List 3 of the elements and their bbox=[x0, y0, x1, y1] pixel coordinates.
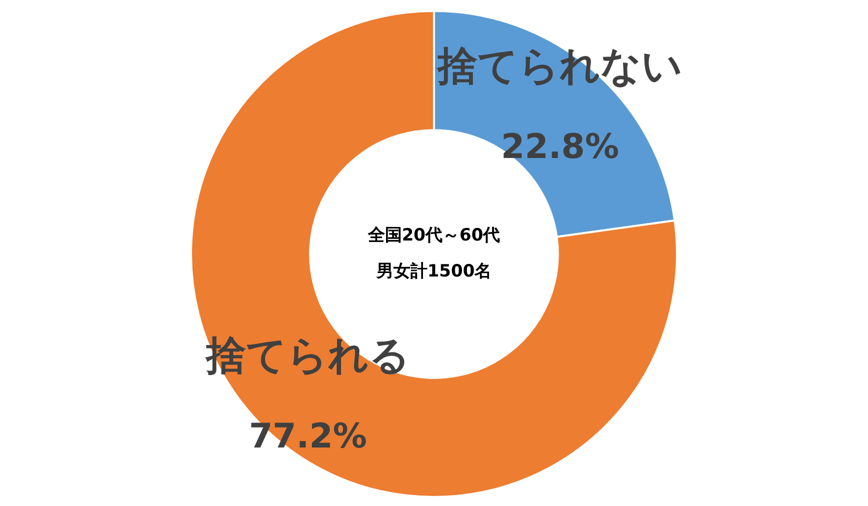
text: 全国20代～60代 bbox=[366, 225, 500, 246]
text: 男女計1500名 bbox=[375, 261, 492, 282]
data-label: 22.8% bbox=[501, 127, 620, 168]
